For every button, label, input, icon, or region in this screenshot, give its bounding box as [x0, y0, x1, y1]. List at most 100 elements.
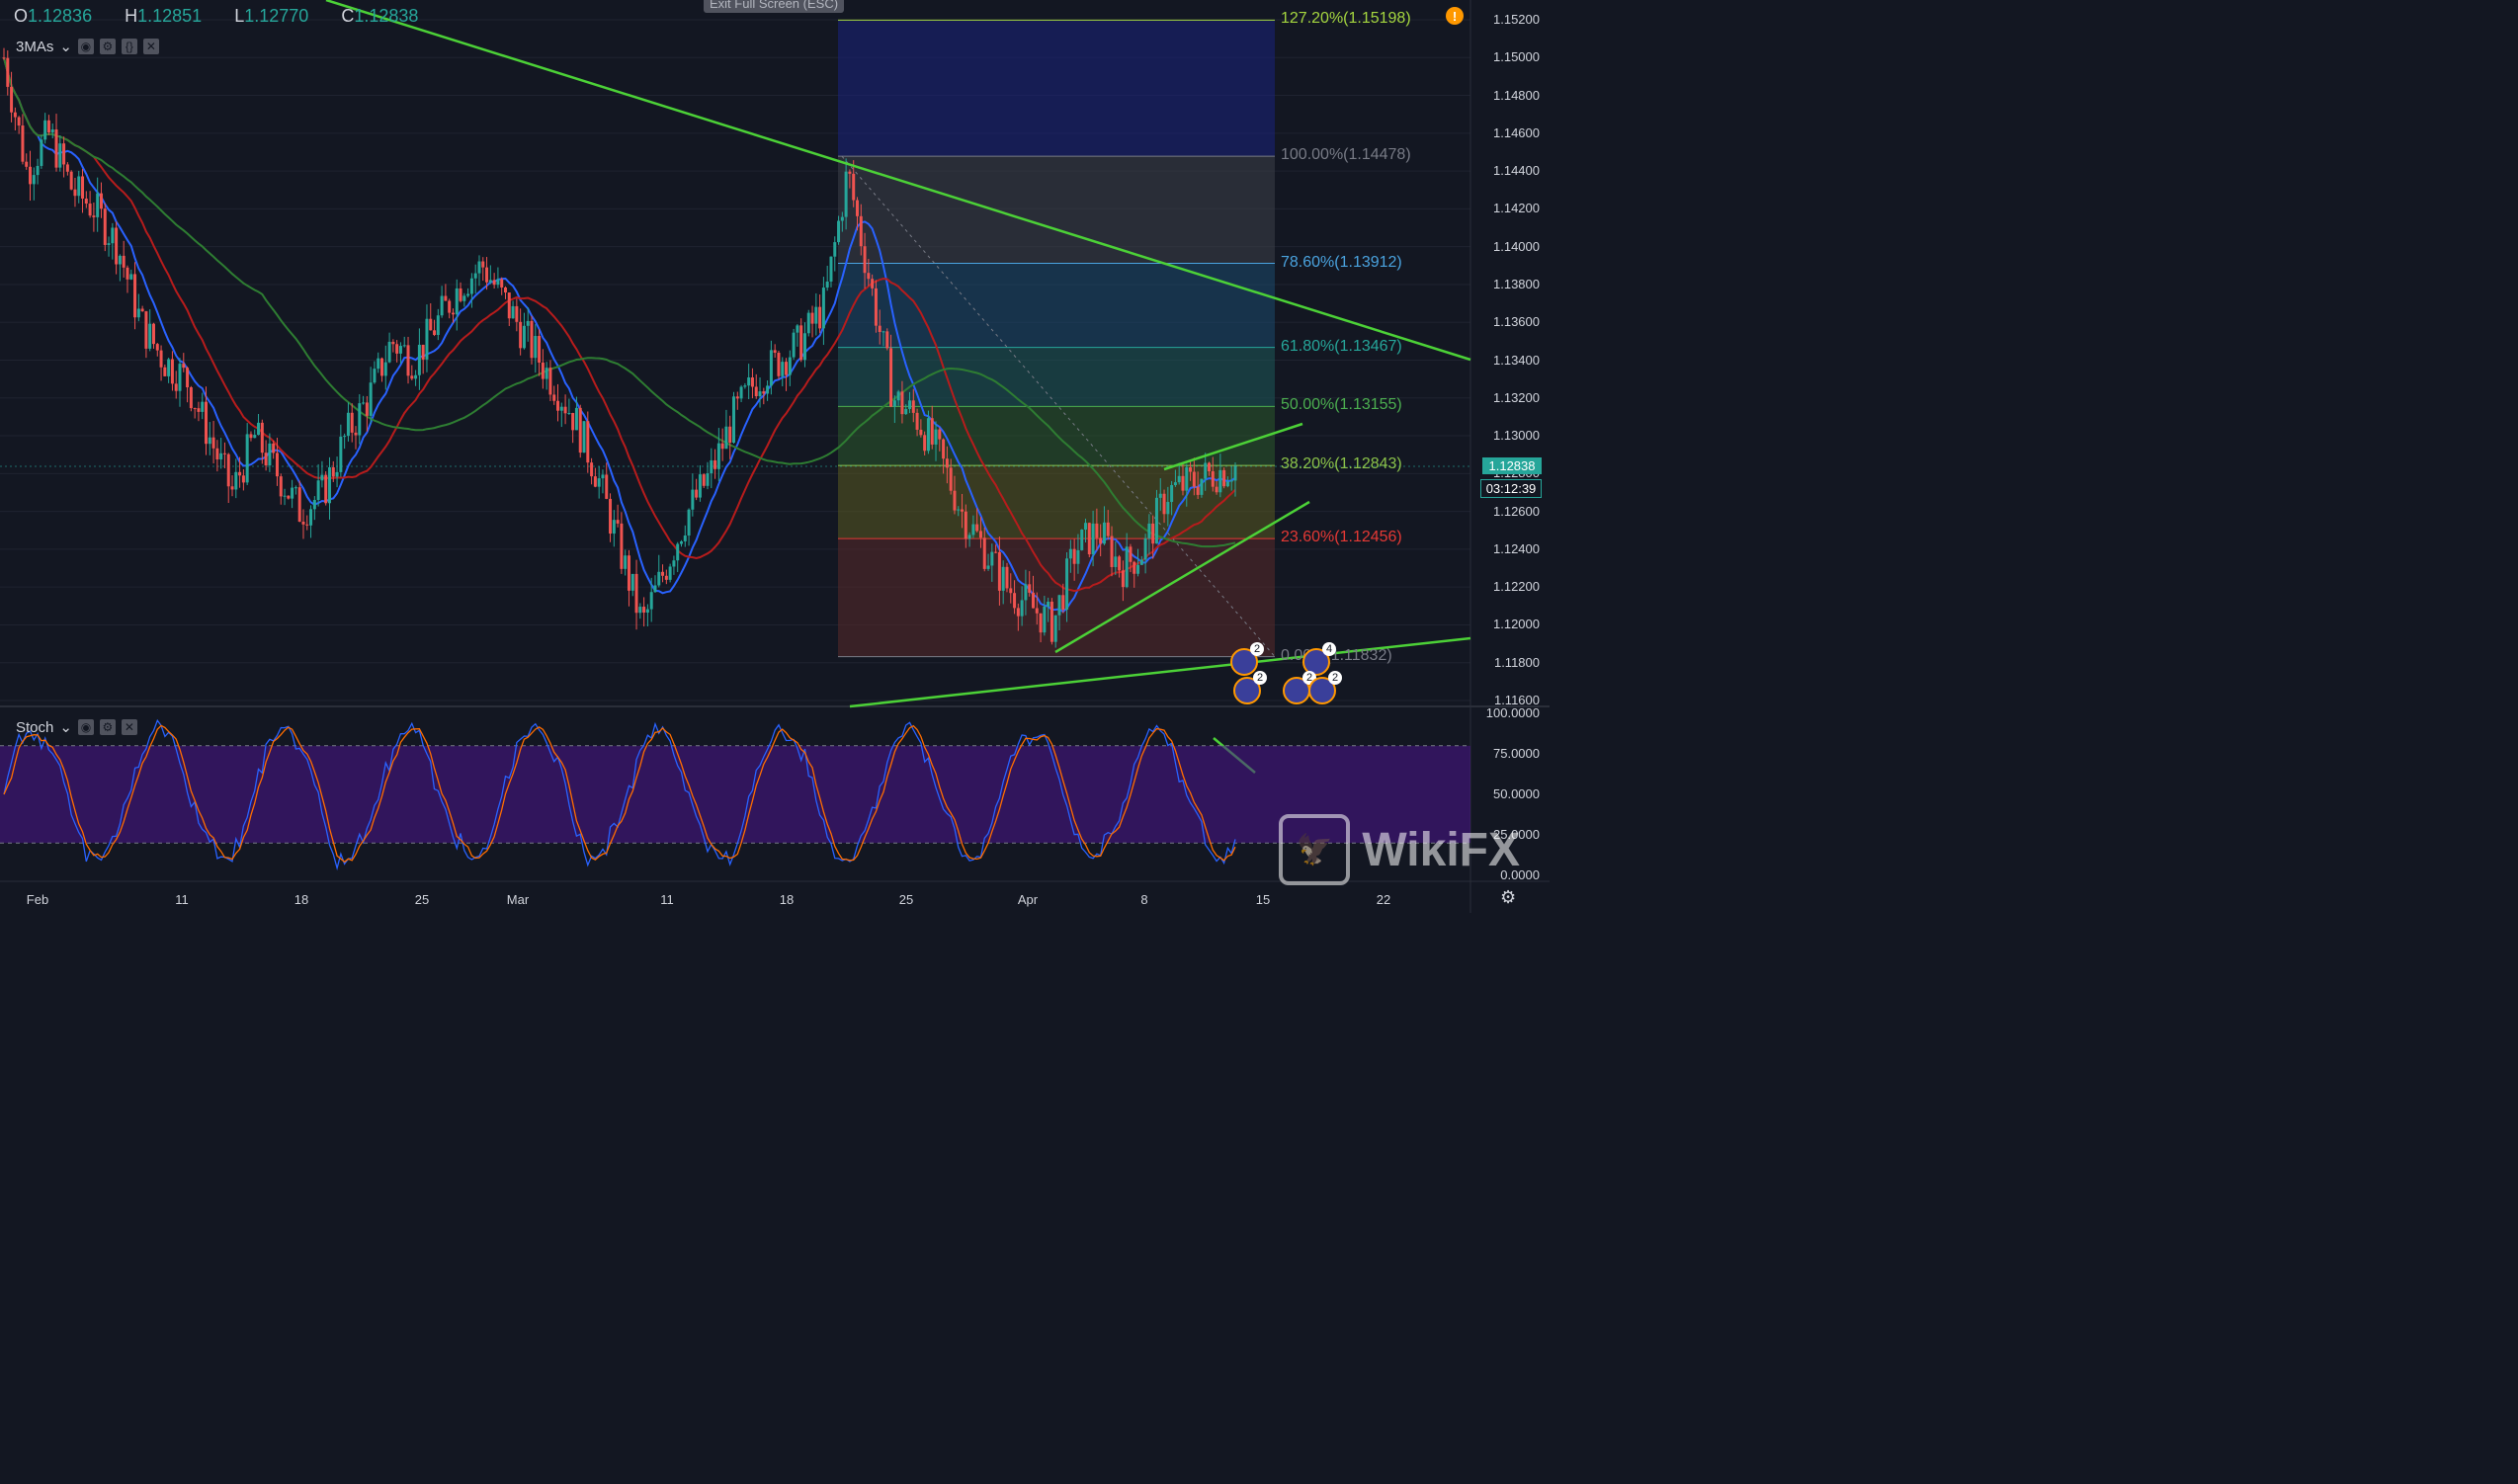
ma-slow-line — [3, 57, 1236, 548]
ohlc-close: C1.12838 — [341, 6, 419, 26]
gear-icon[interactable]: ⚙ — [99, 719, 116, 735]
candle-body — [241, 475, 245, 483]
chart-canvas[interactable] — [0, 0, 1550, 913]
fib-zone — [838, 465, 1275, 539]
candle-body — [1049, 601, 1053, 642]
candle-body — [735, 396, 739, 399]
ma-legend-label[interactable]: 3MAs — [16, 38, 54, 55]
candle-body — [545, 368, 548, 379]
candle-body — [627, 555, 630, 591]
candle-body — [885, 331, 889, 349]
candle-body — [750, 377, 754, 387]
economic-event-flag-icon[interactable]: 2 — [1308, 671, 1342, 704]
candle-body — [638, 607, 642, 614]
candle-body — [234, 471, 238, 490]
ma-mid-line — [3, 57, 1236, 593]
economic-event-flag-icon[interactable]: 2 — [1233, 671, 1267, 704]
close-icon[interactable]: ✕ — [121, 719, 137, 735]
event-count-badge: 4 — [1322, 642, 1336, 656]
candle-body — [451, 312, 455, 315]
candle-body — [477, 261, 481, 274]
candle-body — [238, 471, 242, 476]
eye-icon[interactable]: ◉ — [77, 719, 94, 735]
candle-body — [1158, 493, 1162, 498]
code-icon[interactable]: {} — [121, 39, 137, 54]
candle-body — [874, 288, 878, 326]
candle-body — [36, 165, 40, 176]
time-axis-tick: 22 — [1376, 892, 1391, 907]
candle-body — [1095, 523, 1099, 538]
candle-body — [279, 476, 283, 497]
candle-body — [1181, 475, 1185, 491]
candle-body — [829, 256, 833, 282]
candle-body — [802, 333, 806, 361]
settings-gear-icon[interactable]: ⚙ — [1500, 887, 1517, 907]
candle-body — [728, 426, 732, 444]
candle-body — [515, 305, 519, 322]
candle-body — [469, 278, 473, 294]
candle-body — [1200, 478, 1204, 495]
candle-body — [878, 325, 881, 332]
candle-body — [226, 453, 230, 487]
price-axis-tick: 1.15000 — [1493, 49, 1540, 65]
fib-level-label: 38.20%(1.12843) — [1281, 455, 1402, 473]
candle-body — [500, 279, 504, 288]
candle-body — [683, 536, 687, 541]
candle-body — [964, 511, 967, 539]
candle-body — [58, 143, 62, 168]
candle-body — [272, 443, 276, 453]
candle-body — [402, 345, 406, 347]
candle-body — [103, 208, 107, 245]
candle-body — [1031, 592, 1035, 609]
candle-body — [1225, 481, 1229, 487]
candle-body — [967, 535, 971, 539]
candle-body — [77, 176, 81, 197]
candle-body — [1162, 493, 1166, 515]
candle-body — [1072, 548, 1076, 564]
candle-body — [975, 524, 979, 532]
stoch-legend-label[interactable]: Stoch — [16, 718, 54, 736]
candle-body — [616, 520, 620, 524]
candle-body — [852, 173, 856, 201]
candle-body — [1154, 497, 1158, 544]
candle-body — [844, 171, 848, 217]
candle-body — [507, 292, 511, 319]
candle-body — [496, 279, 500, 286]
eye-icon[interactable]: ◉ — [77, 39, 94, 54]
candle-body — [900, 391, 904, 415]
candle-body — [563, 406, 567, 414]
candle-body — [148, 323, 152, 349]
candle-body — [821, 288, 825, 329]
ma-legend[interactable]: 3MAs ⌄ ◉ ⚙ {} ✕ — [16, 38, 159, 55]
candle-body — [892, 400, 896, 407]
event-count-badge: 2 — [1328, 671, 1342, 685]
candle-body — [380, 358, 384, 376]
candle-body — [522, 325, 526, 349]
candle-body — [590, 462, 594, 477]
candle-body — [548, 368, 552, 395]
exit-fullscreen-button[interactable]: Exit Full Screen (ESC) — [704, 0, 845, 13]
economic-event-flag-icon[interactable]: 2 — [1283, 671, 1316, 704]
candle-body — [6, 57, 10, 87]
candle-body — [219, 453, 223, 460]
chevron-down-icon[interactable]: ⌄ — [59, 719, 72, 736]
candle-body — [986, 565, 990, 569]
candle-body — [343, 436, 347, 438]
candle-body — [32, 175, 36, 185]
fib-level-label: 0.00%(1.11832) — [1281, 646, 1392, 664]
candle-body — [29, 166, 33, 185]
gear-icon[interactable]: ⚙ — [99, 39, 116, 54]
candle-body — [953, 490, 957, 511]
stoch-d-line — [3, 724, 1236, 864]
economic-event-flag-icon[interactable]: 2 — [1230, 642, 1264, 676]
candle-body — [1013, 593, 1017, 609]
alert-icon[interactable]: ! — [1446, 7, 1464, 25]
stoch-legend[interactable]: Stoch ⌄ ◉ ⚙ ✕ — [16, 718, 137, 736]
candle-body — [586, 421, 590, 463]
candle-body — [354, 432, 358, 436]
candle-body — [1001, 566, 1005, 591]
candle-body — [189, 387, 193, 409]
candle-body — [1207, 462, 1211, 472]
close-icon[interactable]: ✕ — [142, 39, 159, 54]
chevron-down-icon[interactable]: ⌄ — [59, 39, 72, 55]
